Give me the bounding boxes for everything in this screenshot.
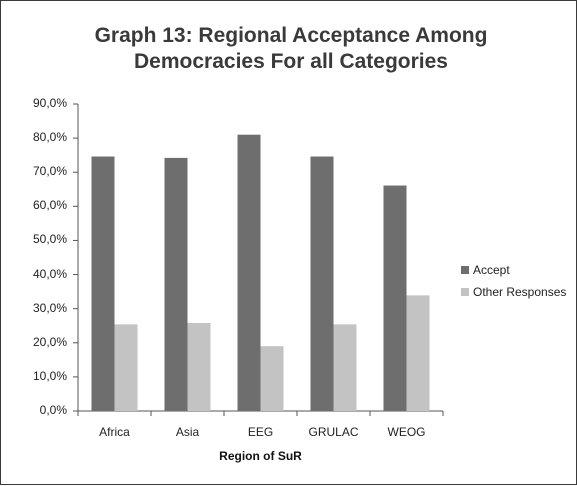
y-tick-label: 0,0%: [39, 403, 67, 417]
x-tick-label: GRULAC: [308, 425, 359, 439]
legend-swatch-accept: [461, 266, 469, 274]
y-tick-label: 80,0%: [32, 130, 67, 145]
y-tick-label: 40,0%: [32, 266, 67, 281]
y-tick-label: 30,0%: [32, 300, 67, 315]
bar-other-responses-grulac: [333, 324, 357, 411]
chart-title-line-1: Graph 13: Regional Acceptance Among: [94, 24, 488, 47]
y-tick-label: 90,0%: [32, 96, 67, 110]
chart-title-line-2: Democracies For all Categories: [134, 50, 448, 73]
bar-other-responses-africa: [114, 324, 138, 411]
y-tick-label: 20,0%: [32, 334, 67, 349]
bar-other-responses-asia: [187, 322, 211, 411]
x-axis-label: Region of SuR: [219, 449, 302, 463]
bar-accept-weog: [383, 185, 407, 411]
bar-other-responses-eeg: [260, 346, 284, 411]
y-tick-label: 70,0%: [32, 164, 67, 179]
bar-other-responses-weog: [406, 295, 430, 411]
bar-accept-africa: [91, 156, 115, 411]
bar-accept-grulac: [310, 156, 334, 411]
bar-accept-asia: [164, 157, 188, 411]
x-tick-label: Asia: [175, 425, 200, 439]
y-tick-label: 50,0%: [32, 232, 67, 247]
y-tick-label: 60,0%: [32, 198, 67, 213]
x-tick-label: Africa: [99, 425, 130, 439]
chart-title: Graph 13: Regional Acceptance Among Demo…: [21, 23, 561, 75]
x-tick-label: EEG: [247, 425, 274, 439]
legend-swatch-other-responses: [461, 288, 469, 296]
legend-label-accept: Accept: [473, 263, 510, 277]
legend-label-other-responses: Other Responses: [473, 285, 567, 299]
y-tick-label: 10,0%: [32, 368, 67, 383]
bar-accept-eeg: [237, 134, 261, 411]
x-tick-label: WEOG: [387, 425, 426, 439]
